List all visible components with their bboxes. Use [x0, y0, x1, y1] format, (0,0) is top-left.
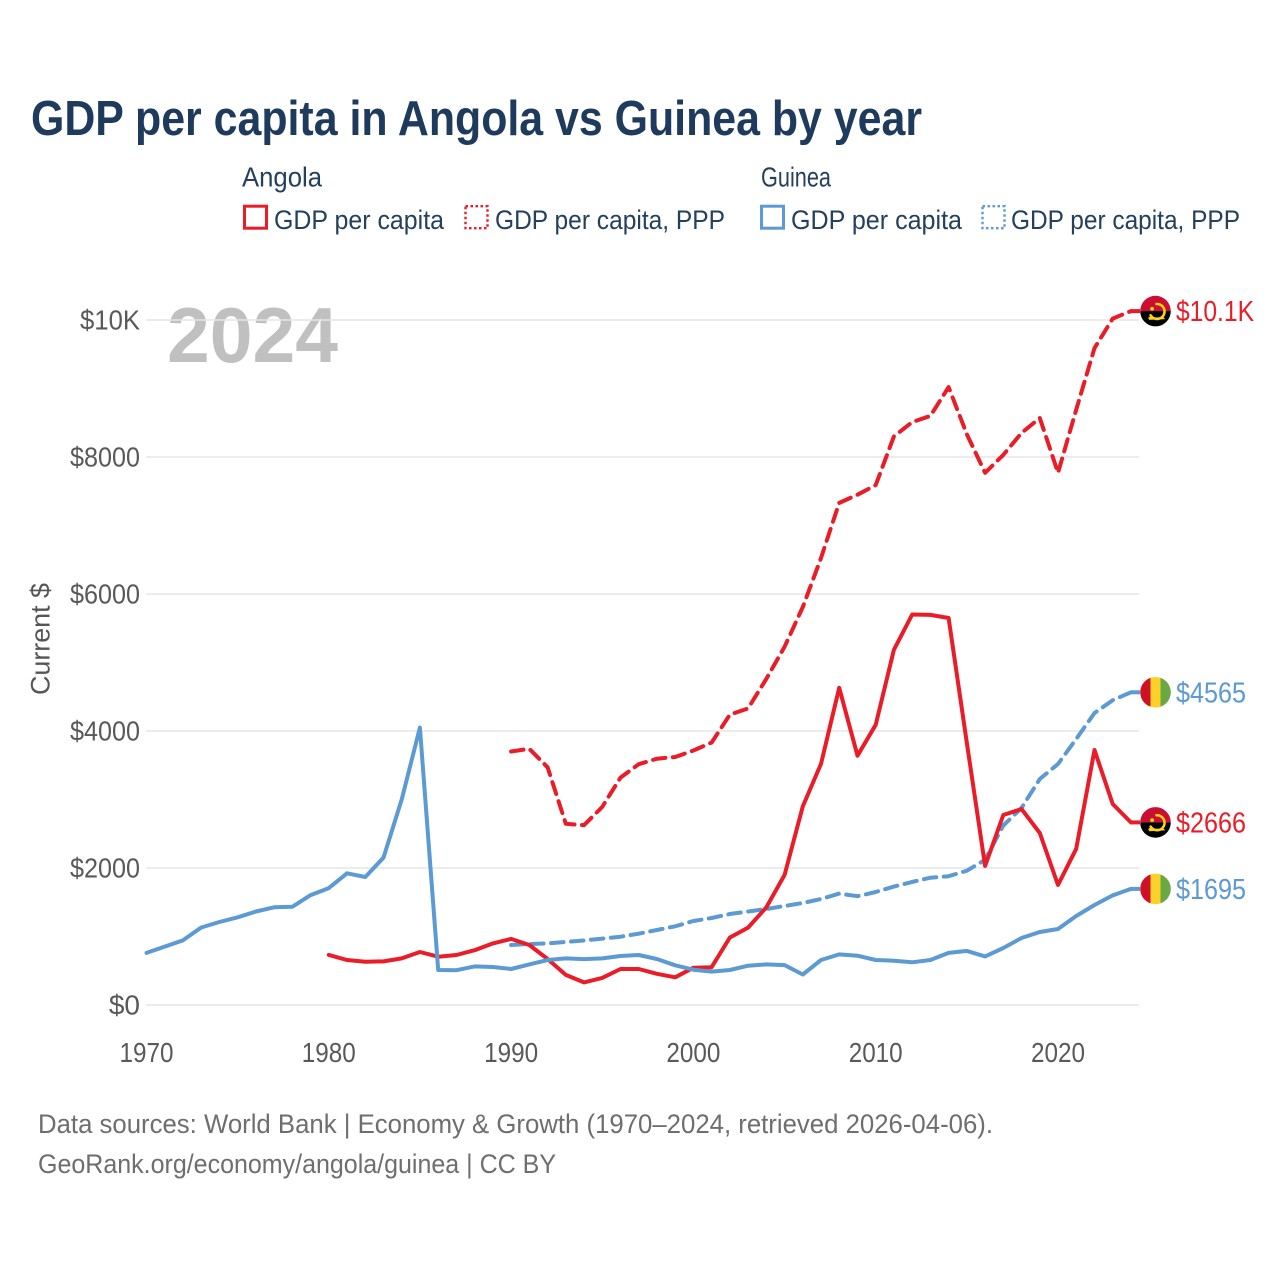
svg-text:Data sources: World Bank | Eco: Data sources: World Bank | Economy & Gro…	[38, 1109, 993, 1139]
svg-text:1970: 1970	[120, 1037, 174, 1068]
svg-text:2020: 2020	[1031, 1037, 1085, 1068]
svg-text:GDP per capita, PPP: GDP per capita, PPP	[495, 205, 725, 235]
svg-text:$1695: $1695	[1176, 874, 1246, 906]
svg-text:Angola: Angola	[242, 162, 322, 193]
svg-text:$4000: $4000	[70, 716, 140, 747]
svg-text:$10K: $10K	[80, 305, 140, 336]
svg-text:$8000: $8000	[70, 442, 140, 473]
svg-text:$6000: $6000	[70, 579, 140, 610]
svg-text:1980: 1980	[302, 1037, 356, 1068]
svg-text:$4565: $4565	[1176, 677, 1246, 709]
svg-text:GDP per capita in Angola vs Gu: GDP per capita in Angola vs Guinea by ye…	[31, 92, 922, 146]
svg-text:1990: 1990	[484, 1037, 538, 1068]
svg-text:$0: $0	[109, 990, 140, 1021]
svg-text:2010: 2010	[849, 1037, 903, 1068]
svg-text:Current $: Current $	[26, 583, 56, 695]
svg-text:2024: 2024	[167, 291, 338, 379]
svg-text:GDP per capita: GDP per capita	[791, 205, 963, 235]
svg-text:2000: 2000	[666, 1037, 720, 1068]
svg-text:GDP per capita, PPP: GDP per capita, PPP	[1011, 205, 1240, 235]
svg-text:GeoRank.org/economy/angola/gui: GeoRank.org/economy/angola/guinea | CC B…	[38, 1149, 556, 1179]
svg-text:Guinea: Guinea	[761, 162, 831, 193]
svg-text:GDP per capita: GDP per capita	[274, 205, 445, 235]
svg-text:$2666: $2666	[1176, 807, 1246, 839]
svg-text:$2000: $2000	[70, 853, 140, 884]
svg-text:$10.1K: $10.1K	[1176, 296, 1255, 328]
